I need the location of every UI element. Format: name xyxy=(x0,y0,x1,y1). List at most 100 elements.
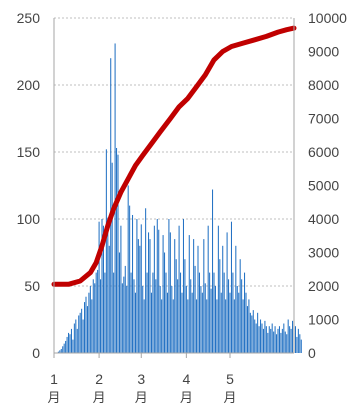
bar xyxy=(159,286,161,353)
bar xyxy=(164,252,166,353)
bar xyxy=(280,332,282,353)
bar xyxy=(136,219,138,353)
bar xyxy=(184,259,186,353)
bar xyxy=(286,334,288,353)
bar xyxy=(273,331,275,353)
bar xyxy=(97,269,99,353)
bar xyxy=(258,326,260,353)
y-right-tick-label: 7000 xyxy=(308,111,339,127)
bar xyxy=(241,279,243,353)
bar xyxy=(276,334,278,353)
bar xyxy=(172,299,174,353)
bar xyxy=(129,205,131,353)
bar xyxy=(63,343,65,353)
bar xyxy=(116,147,118,353)
bar xyxy=(91,299,93,353)
bar xyxy=(94,283,96,353)
bar xyxy=(146,272,148,353)
bar xyxy=(190,279,192,353)
bar xyxy=(169,232,171,353)
bar xyxy=(254,319,256,353)
bar xyxy=(290,328,292,353)
bar xyxy=(252,310,254,353)
bar xyxy=(142,286,144,353)
x-tick-unit: 月 xyxy=(47,390,60,405)
bar xyxy=(134,292,136,353)
bar xyxy=(244,272,246,353)
y-left-tick-label: 250 xyxy=(17,10,41,26)
bar xyxy=(72,339,74,353)
bar xyxy=(268,326,270,353)
bar xyxy=(207,225,209,353)
bar xyxy=(155,279,157,353)
bar xyxy=(121,283,123,353)
x-tick-number: 4 xyxy=(182,371,190,387)
bar xyxy=(248,299,250,353)
bar xyxy=(143,299,145,353)
bar xyxy=(182,219,184,353)
x-tick-unit: 月 xyxy=(223,390,236,405)
bar xyxy=(284,331,286,353)
y-left-tick-label: 0 xyxy=(32,345,40,361)
bar xyxy=(222,245,224,353)
bar xyxy=(130,272,132,353)
y-left-tick-label: 200 xyxy=(17,77,41,93)
bar xyxy=(166,292,168,353)
bar xyxy=(274,326,276,353)
bar xyxy=(270,328,272,353)
bar xyxy=(107,217,109,353)
bar xyxy=(300,339,302,353)
bar xyxy=(113,272,115,353)
bar xyxy=(228,279,230,353)
bar xyxy=(101,219,103,353)
bar xyxy=(214,286,216,353)
bar xyxy=(174,239,176,353)
bar xyxy=(102,225,104,353)
y-right-tick-label: 5000 xyxy=(308,178,339,194)
bar xyxy=(251,315,253,353)
bar xyxy=(156,219,158,353)
bar xyxy=(140,224,142,353)
bar xyxy=(232,272,234,353)
bar xyxy=(92,279,94,353)
bar xyxy=(171,286,173,353)
bar xyxy=(201,292,203,353)
bar xyxy=(225,299,227,353)
bar xyxy=(70,328,72,353)
bar xyxy=(277,328,279,353)
bar xyxy=(162,235,164,353)
bar xyxy=(292,320,294,353)
bar xyxy=(297,328,299,353)
gridlines xyxy=(54,17,294,287)
bar xyxy=(188,235,190,353)
left-axis-ticks: 0 50 100 150 200 250 xyxy=(17,10,41,361)
bar xyxy=(299,334,301,353)
y-right-tick-label: 10000 xyxy=(308,10,347,26)
right-axis-ticks: 0 1000 2000 3000 4000 5000 6000 7000 8000 9000 100… xyxy=(308,10,347,361)
bar xyxy=(271,323,273,353)
bar xyxy=(120,225,122,353)
bar xyxy=(204,283,206,353)
bar xyxy=(181,292,183,353)
x-tick-number: 2 xyxy=(95,371,103,387)
bar xyxy=(111,162,113,353)
x-tick-number: 1 xyxy=(50,371,58,387)
bar xyxy=(84,302,86,353)
bar xyxy=(264,320,266,353)
bar xyxy=(178,225,180,353)
bar xyxy=(212,189,214,353)
bar xyxy=(267,332,269,353)
bar xyxy=(245,292,247,353)
bar xyxy=(133,279,135,353)
bar xyxy=(123,276,125,353)
bar xyxy=(60,348,62,353)
y-right-tick-label: 4000 xyxy=(308,211,339,227)
bar xyxy=(114,43,116,354)
bar xyxy=(165,272,167,353)
bar xyxy=(110,58,112,353)
bar xyxy=(262,328,264,353)
bar xyxy=(108,245,110,353)
daily-bars xyxy=(57,43,302,354)
y-right-tick-label: 3000 xyxy=(308,245,339,261)
